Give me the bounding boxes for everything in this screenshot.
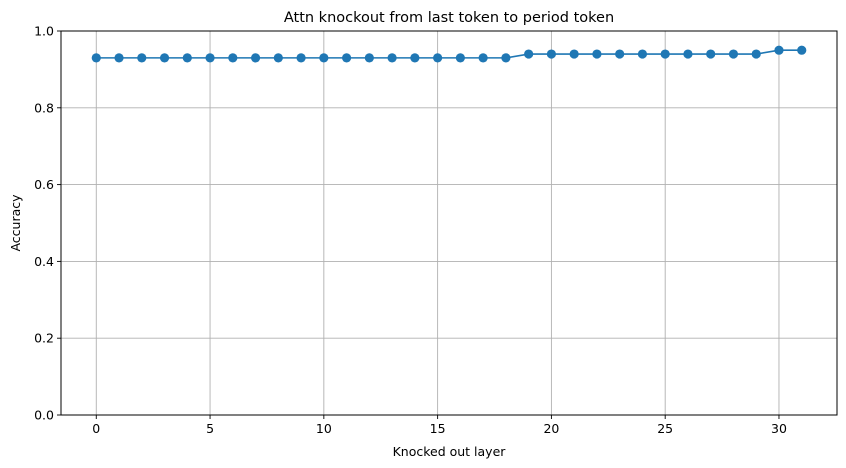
y-tick-label: 0.4 [34,254,54,269]
data-point [728,49,739,59]
data-point [273,53,283,63]
y-tick-label: 0.0 [34,408,54,423]
y-tick-label: 0.8 [34,100,54,115]
data-point [524,49,534,59]
data-point [660,49,670,59]
data-point [797,45,807,55]
series-line [96,49,802,59]
data-point [478,53,488,63]
data-point [91,53,101,63]
data-point [228,53,238,63]
chart-title: Attn knockout from last token to period … [284,10,614,26]
grid [61,30,837,416]
data-point [433,53,443,63]
data-point [387,53,397,63]
data-point [706,49,716,59]
data-point [410,53,420,63]
data-point [637,49,648,59]
data-point [501,53,511,63]
data-point [615,49,625,59]
data-point [364,53,374,63]
plot-area-frame [60,30,838,416]
axis-ticks: 0 5 10 15 20 25 30 0.0 0.2 0.4 0.6 0.8 1.0 [34,24,787,437]
x-tick-label: 20 [543,421,559,436]
data-point [296,53,306,63]
data-point [683,49,693,59]
data-series [91,45,807,63]
x-tick-label: 15 [430,421,446,436]
y-tick-label: 1.0 [34,24,54,39]
data-point [205,53,215,63]
data-point [319,53,329,63]
data-point [182,53,192,63]
x-axis-label: Knocked out layer [393,444,507,459]
data-point [137,53,147,63]
y-tick-label: 0.6 [34,177,54,192]
x-tick-label: 10 [316,421,332,436]
x-tick-label: 30 [771,421,787,436]
data-point [114,53,124,63]
x-tick-label: 0 [92,421,100,436]
data-point [250,53,261,63]
data-point [751,49,761,59]
x-tick-label: 5 [206,421,214,436]
y-axis-label: Accuracy [8,194,23,252]
data-point [546,49,557,59]
data-point [592,49,602,59]
data-point [341,53,352,63]
data-point [159,53,170,63]
y-tick-label: 0.2 [34,331,54,346]
data-point [569,49,579,59]
x-tick-label: 25 [657,421,673,436]
data-point [455,53,465,63]
data-point [774,45,784,55]
